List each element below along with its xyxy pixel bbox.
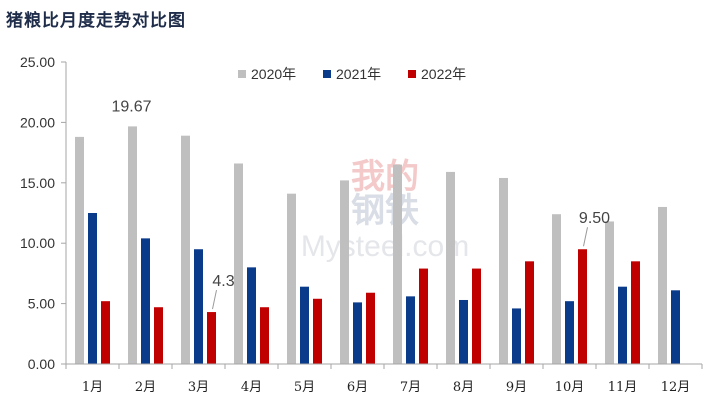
bars bbox=[75, 126, 680, 364]
x-tick-label: 3月 bbox=[188, 380, 209, 395]
x-tick-label: 7月 bbox=[400, 380, 421, 395]
x-axis: 1月 2月 3月 4月 5月 6月 7月 8月 9月 10月 11月 12月 bbox=[65, 363, 703, 395]
bar-2020年-4月 bbox=[234, 163, 243, 364]
annotation-label: 19.67 bbox=[111, 98, 151, 115]
legend-swatch-2020年 bbox=[238, 70, 246, 78]
x-tick-label: 4月 bbox=[241, 380, 262, 395]
bar-2021年-3月 bbox=[194, 249, 203, 364]
y-tick-label: 25.00 bbox=[20, 54, 55, 70]
legend-swatch-2022年 bbox=[408, 70, 416, 78]
x-tick-label: 8月 bbox=[453, 380, 474, 395]
bar-2020年-1月 bbox=[75, 136, 84, 364]
bar-2022年-4月 bbox=[260, 307, 269, 364]
legend-label-2020年: 2020年 bbox=[251, 66, 296, 82]
bar-2020年-3月 bbox=[181, 135, 190, 364]
annotation-leader bbox=[583, 227, 588, 247]
bar-2021年-2月 bbox=[141, 238, 150, 364]
bar-2022年-3月 bbox=[207, 312, 216, 364]
y-tick-label: 20.00 bbox=[20, 114, 55, 130]
bar-2021年-4月 bbox=[247, 267, 256, 364]
legend-label-2022年: 2022年 bbox=[421, 66, 466, 82]
bar-2022年-7月 bbox=[419, 268, 428, 364]
annotation-label: 9.50 bbox=[579, 210, 610, 227]
bar-2021年-5月 bbox=[300, 286, 309, 364]
x-tick-label: 6月 bbox=[347, 380, 368, 395]
annotation-label: 4.3 bbox=[212, 273, 234, 290]
y-tick-label: 0.00 bbox=[28, 356, 55, 372]
x-tick-label: 2月 bbox=[135, 380, 156, 395]
bar-2021年-10月 bbox=[565, 301, 574, 364]
chart-title: 猪粮比月度走势对比图 bbox=[6, 11, 186, 31]
legend-swatch-2021年 bbox=[323, 70, 331, 78]
y-tick-label: 10.00 bbox=[20, 235, 55, 251]
annotations: 19.67 4.3 9.50 bbox=[111, 98, 610, 310]
bar-2022年-9月 bbox=[525, 261, 534, 364]
watermark-text-3: Mysteel.com bbox=[301, 230, 469, 263]
bar-2021年-7月 bbox=[406, 296, 415, 364]
bar-2021年-1月 bbox=[88, 213, 97, 364]
bar-2022年-6月 bbox=[366, 292, 375, 364]
bar-2020年-6月 bbox=[340, 180, 349, 364]
x-tick-label: 10月 bbox=[555, 380, 585, 395]
watermark-text-2: 钢铁 bbox=[351, 192, 419, 230]
x-tick-label: 1月 bbox=[82, 380, 103, 395]
bar-2021年-11月 bbox=[618, 286, 627, 364]
bar-2022年-5月 bbox=[313, 298, 322, 364]
bar-2022年-1月 bbox=[101, 301, 110, 364]
bar-2021年-12月 bbox=[671, 290, 680, 364]
bar-2020年-5月 bbox=[287, 193, 296, 364]
x-tick-label: 9月 bbox=[506, 380, 527, 395]
bar-2020年-12月 bbox=[658, 206, 667, 364]
y-tick-label: 5.00 bbox=[28, 296, 55, 312]
legend: 2020年 2021年 2022年 bbox=[238, 66, 466, 82]
y-axis: 0.00 5.00 10.00 15.00 20.00 25.00 bbox=[20, 54, 67, 372]
bar-2020年-10月 bbox=[552, 214, 561, 364]
x-tick-label: 11月 bbox=[608, 380, 638, 395]
annotation-leader bbox=[212, 289, 217, 310]
bar-2020年-8月 bbox=[446, 171, 455, 364]
x-tick-label: 12月 bbox=[661, 380, 691, 395]
watermark-text-1: 我的 bbox=[351, 158, 419, 196]
bar-2022年-10月 bbox=[578, 249, 587, 364]
bar-2020年-11月 bbox=[605, 221, 614, 364]
bar-2021年-6月 bbox=[353, 302, 362, 364]
bar-2022年-11月 bbox=[631, 261, 640, 364]
bar-2022年-8月 bbox=[472, 268, 481, 364]
bar-2021年-9月 bbox=[512, 308, 521, 364]
bar-2020年-7月 bbox=[393, 164, 402, 364]
x-tick-label: 5月 bbox=[294, 380, 315, 395]
bar-2022年-2月 bbox=[154, 307, 163, 364]
bar-2020年-2月 bbox=[128, 126, 137, 364]
bar-2021年-8月 bbox=[459, 299, 468, 364]
bar-2020年-9月 bbox=[499, 177, 508, 364]
y-tick-label: 15.00 bbox=[20, 175, 55, 191]
legend-label-2021年: 2021年 bbox=[336, 66, 381, 82]
